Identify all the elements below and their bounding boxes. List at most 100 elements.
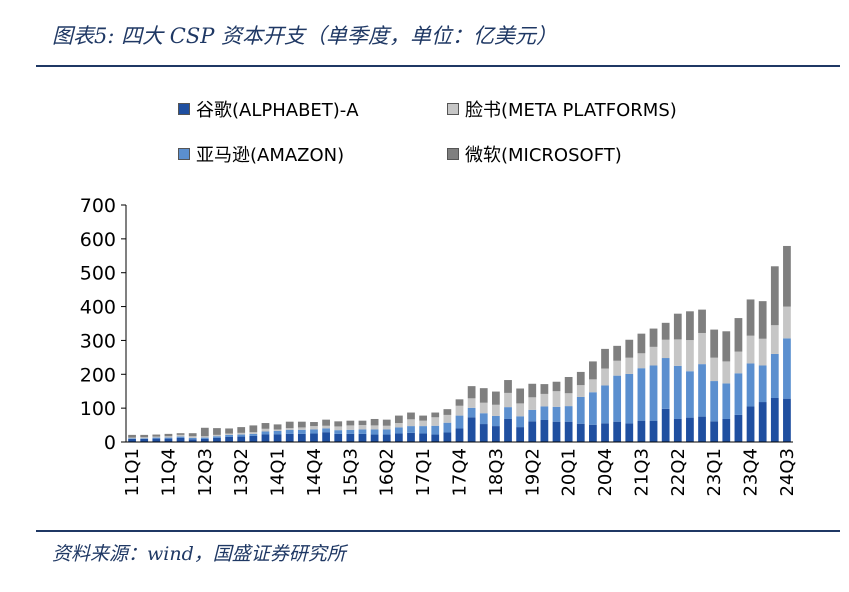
bar-segment-meta	[152, 436, 161, 438]
bar-segment-meta	[346, 425, 355, 430]
bar-segment-alphabet	[164, 438, 173, 442]
bar-segment-meta	[407, 419, 415, 427]
bar-segment-meta	[273, 429, 282, 431]
bar-segment-meta	[770, 325, 779, 354]
bar-segment-amazon	[285, 429, 294, 434]
bar-segment-amazon	[649, 365, 658, 421]
y-tick-label: 700	[80, 195, 116, 217]
bar-segment-amazon	[443, 422, 452, 433]
bar-segment-meta	[225, 433, 233, 435]
bar-segment-microsoft	[601, 348, 609, 369]
legend-swatch-meta	[447, 103, 459, 115]
bar-segment-amazon	[637, 368, 646, 421]
bar-segment-microsoft	[576, 371, 585, 386]
bar-segment-alphabet	[564, 421, 573, 442]
x-tick-label: 23Q4	[741, 448, 762, 497]
bar-segment-meta	[394, 423, 403, 428]
bar-segment-amazon	[552, 406, 561, 422]
legend-item-amazon: 亚马逊(AMAZON)	[178, 141, 344, 167]
bar-segment-meta	[504, 392, 512, 408]
bar-segment-meta	[552, 391, 561, 407]
y-tick-label: 500	[80, 263, 116, 285]
bar-segment-alphabet	[419, 433, 427, 442]
x-tick-label: 12Q3	[195, 448, 216, 497]
bar-segment-meta	[188, 436, 197, 438]
bar-segment-meta	[673, 339, 682, 366]
bar-segment-amazon	[322, 428, 330, 433]
bar-segment-meta	[297, 427, 306, 430]
bar-segment-alphabet	[637, 420, 646, 442]
bar-segment-meta	[710, 357, 719, 382]
bar-segment-microsoft	[322, 419, 330, 426]
x-tick-label: 17Q4	[450, 448, 471, 497]
bar-segment-microsoft	[249, 425, 258, 433]
x-tick-label: 17Q1	[413, 448, 434, 497]
bar-segment-microsoft	[273, 424, 282, 430]
bar-segment-microsoft	[419, 415, 427, 421]
bar-segment-microsoft	[237, 427, 246, 433]
bar-segment-meta	[455, 405, 464, 416]
bar-segment-meta	[431, 417, 440, 426]
bar-segment-amazon	[237, 434, 246, 437]
bar-segment-alphabet	[492, 426, 500, 442]
bar-segment-microsoft	[661, 322, 670, 340]
bar-segment-meta	[164, 436, 173, 438]
bar-segment-amazon	[128, 438, 136, 439]
bar-segment-amazon	[297, 429, 306, 434]
bar-segment-amazon	[746, 363, 755, 407]
bar-segment-alphabet	[261, 434, 270, 442]
bar-segment-microsoft	[625, 339, 634, 358]
bar-segment-meta	[637, 353, 646, 369]
bar-segment-meta	[528, 397, 537, 410]
x-tick-label: 13Q2	[231, 448, 252, 497]
bar-segment-alphabet	[213, 437, 221, 442]
bar-segment-meta	[625, 357, 634, 374]
bar-segment-amazon	[601, 385, 609, 424]
bar-segment-alphabet	[613, 421, 622, 442]
bar-segment-meta	[564, 393, 573, 407]
bar-segment-amazon	[213, 436, 221, 438]
y-tick-label: 600	[80, 229, 116, 251]
bar-segment-microsoft	[467, 386, 476, 399]
x-tick-label: 23Q1	[704, 448, 725, 497]
bar-segment-microsoft	[188, 433, 197, 437]
legend-swatch-microsoft	[447, 148, 459, 160]
bar-segment-meta	[540, 393, 549, 407]
bar-segment-microsoft	[783, 245, 791, 307]
bar-segment-alphabet	[673, 418, 682, 442]
bar-segment-microsoft	[552, 381, 561, 392]
bar-segment-alphabet	[310, 433, 318, 442]
bar-segment-meta	[358, 425, 367, 430]
bar-segment-alphabet	[783, 398, 791, 442]
bar-segment-amazon	[200, 437, 209, 439]
bar-segment-microsoft	[492, 391, 500, 405]
x-tick-label: 11Q4	[158, 448, 179, 497]
bar-segment-microsoft	[285, 421, 294, 429]
bar-segment-alphabet	[322, 432, 330, 442]
y-tick-label: 200	[80, 364, 116, 386]
bar-segment-alphabet	[394, 433, 403, 442]
bar-segment-alphabet	[589, 424, 597, 442]
bar-segment-microsoft	[200, 427, 209, 437]
bar-segment-microsoft	[686, 311, 694, 341]
legend-label-meta: 脸书(META PLATFORMS)	[465, 100, 677, 121]
bar-segment-microsoft	[213, 428, 221, 435]
bar-segment-microsoft	[455, 399, 464, 406]
bar-segment-amazon	[722, 383, 731, 419]
bar-segment-alphabet	[334, 433, 343, 442]
bar-segment-meta	[140, 437, 149, 439]
bar-segment-meta	[310, 426, 318, 430]
bar-segment-meta	[370, 425, 379, 430]
bar-segment-alphabet	[686, 417, 694, 442]
bar-segment-amazon	[770, 353, 779, 398]
bar-segment-amazon	[407, 426, 415, 433]
bar-segment-microsoft	[443, 409, 452, 415]
x-tick-label: 24Q3	[777, 448, 798, 497]
bar-segment-microsoft	[152, 434, 161, 437]
bar-segment-microsoft	[516, 388, 525, 404]
bar-segment-amazon	[140, 438, 149, 439]
x-tick-label: 21Q3	[631, 448, 652, 497]
bar-segment-amazon	[370, 429, 379, 435]
bar-segment-alphabet	[188, 439, 197, 442]
